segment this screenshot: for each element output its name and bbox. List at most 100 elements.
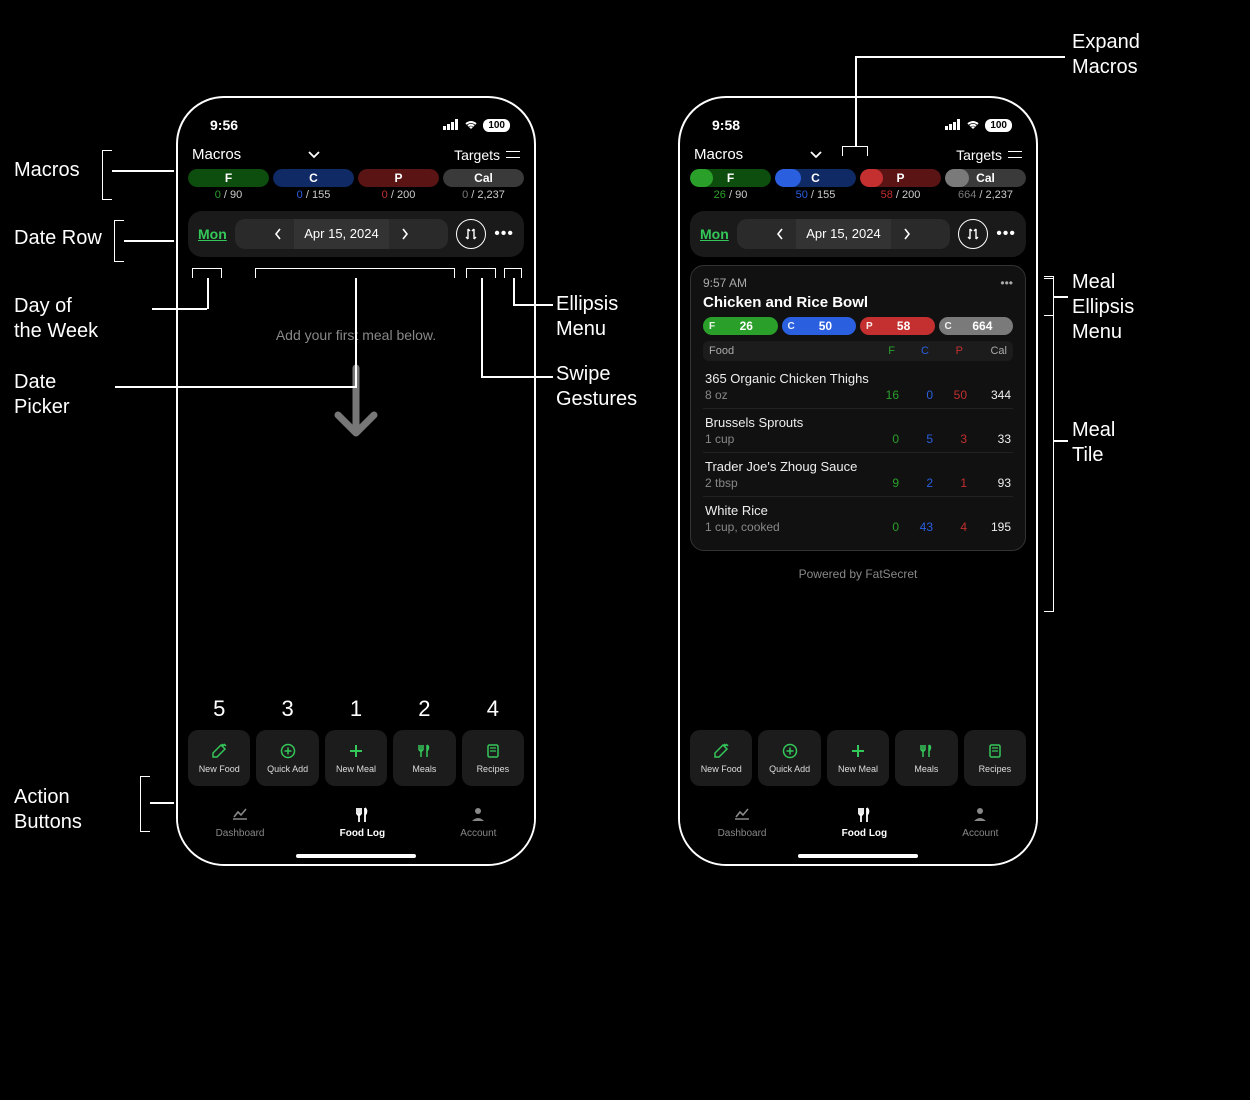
food-p: 4: [933, 520, 967, 534]
ellipsis-icon[interactable]: •••: [996, 225, 1016, 243]
action-quick-add[interactable]: Quick Add: [758, 730, 820, 786]
carrot-icon: [713, 742, 729, 760]
day-of-week[interactable]: Mon: [700, 226, 729, 242]
action-order-num: 2: [393, 696, 455, 722]
action-new-food[interactable]: New Food: [690, 730, 752, 786]
action-new-meal[interactable]: New Meal: [827, 730, 889, 786]
action-recipes[interactable]: Recipes: [964, 730, 1026, 786]
bracket-macros: [102, 150, 112, 200]
tab-account[interactable]: Account: [460, 806, 496, 839]
tab-label: Food Log: [340, 828, 386, 839]
macro-pill-p[interactable]: P: [358, 169, 439, 187]
chart-icon: [231, 806, 249, 826]
date-label[interactable]: Apr 15, 2024: [796, 219, 890, 249]
food-qty: 2 tbsp: [705, 476, 865, 490]
macro-pill-c[interactable]: C: [273, 169, 354, 187]
macro-pill-cal[interactable]: Cal: [945, 169, 1026, 187]
chevron-down-icon[interactable]: [307, 147, 321, 163]
ellipsis-icon[interactable]: •••: [494, 225, 514, 243]
date-next-button[interactable]: [891, 219, 923, 249]
action-label: New Food: [701, 764, 742, 774]
action-new-food[interactable]: New Food: [188, 730, 250, 786]
tab-label: Dashboard: [216, 828, 265, 839]
status-icons: 100: [945, 117, 1012, 133]
meal-pill-c: C664: [939, 317, 1014, 335]
tab-account[interactable]: Account: [962, 806, 998, 839]
phone-right-frame: 9:58 100 Macros Targets FCPCal 26 / 9050…: [678, 96, 1038, 866]
macro-value-f: 0 / 90: [188, 189, 269, 201]
date-next-button[interactable]: [389, 219, 421, 249]
action-label: Meals: [914, 764, 938, 774]
food-c: 43: [899, 520, 933, 534]
date-picker[interactable]: Apr 15, 2024: [737, 219, 950, 249]
bracket-date-picker: [255, 268, 455, 278]
food-row[interactable]: Brussels Sprouts1 cup05333: [703, 409, 1013, 453]
macro-pill-cal[interactable]: Cal: [443, 169, 524, 187]
food-f: 9: [865, 476, 899, 490]
tab-food-log[interactable]: Food Log: [340, 806, 386, 839]
lead-dow-v: [207, 278, 209, 309]
meal-ellipsis-icon[interactable]: •••: [1000, 276, 1013, 290]
tab-dashboard[interactable]: Dashboard: [718, 806, 767, 839]
col-f: F: [861, 345, 895, 357]
food-name: Brussels Sprouts: [705, 415, 1011, 430]
status-bar: 9:56 100: [178, 98, 534, 138]
food-cal: 33: [967, 432, 1011, 446]
bracket-ellipsis: [504, 268, 522, 278]
action-meals[interactable]: Meals: [393, 730, 455, 786]
tab-dashboard[interactable]: Dashboard: [216, 806, 265, 839]
action-new-meal[interactable]: New Meal: [325, 730, 387, 786]
meal-macro-pills: F26C50P58C664: [703, 317, 1013, 335]
tab-label: Account: [460, 828, 496, 839]
battery-badge: 100: [985, 119, 1012, 132]
lead-swipe-v: [481, 278, 483, 376]
meal-tile[interactable]: 9:57 AM ••• Chicken and Rice Bowl F26C50…: [690, 265, 1026, 551]
food-cal: 93: [967, 476, 1011, 490]
action-label: New Meal: [838, 764, 878, 774]
macro-value-f: 26 / 90: [690, 189, 771, 201]
macros-label: Macros: [694, 146, 743, 163]
food-f: 0: [865, 432, 899, 446]
macro-pill-f[interactable]: F: [690, 169, 771, 187]
day-of-week[interactable]: Mon: [198, 226, 227, 242]
date-picker[interactable]: Apr 15, 2024: [235, 219, 448, 249]
book-icon: [485, 742, 501, 760]
macro-pill-f[interactable]: F: [188, 169, 269, 187]
macro-pill-c[interactable]: C: [775, 169, 856, 187]
targets-label[interactable]: Targets: [956, 147, 1002, 163]
action-order-numbers: 53124: [188, 696, 524, 722]
macro-value-c: 0 / 155: [273, 189, 354, 201]
wifi-icon: [463, 117, 479, 133]
food-row[interactable]: Trader Joe's Zhoug Sauce2 tbsp92193: [703, 453, 1013, 497]
action-order-num: 4: [462, 696, 524, 722]
macro-pill-p[interactable]: P: [860, 169, 941, 187]
action-meals[interactable]: Meals: [895, 730, 957, 786]
col-p: P: [929, 345, 963, 357]
date-label[interactable]: Apr 15, 2024: [294, 219, 388, 249]
sliders-icon[interactable]: [506, 149, 520, 161]
chevron-down-icon[interactable]: [809, 147, 823, 163]
annot-meal-ellipsis: Meal Ellipsis Menu: [1072, 270, 1134, 345]
action-quick-add[interactable]: Quick Add: [256, 730, 318, 786]
date-prev-button[interactable]: [262, 219, 294, 249]
lead-dp-h: [115, 386, 355, 388]
meal-time: 9:57 AM: [703, 276, 747, 290]
tab-food-log[interactable]: Food Log: [842, 806, 888, 839]
person-icon: [470, 806, 486, 826]
action-label: New Food: [199, 764, 240, 774]
swipe-gestures-icon[interactable]: [958, 219, 988, 249]
macros-label: Macros: [192, 146, 241, 163]
food-row[interactable]: White Rice1 cup, cooked0434195: [703, 497, 1013, 540]
action-recipes[interactable]: Recipes: [462, 730, 524, 786]
macro-value-p: 0 / 200: [358, 189, 439, 201]
annot-ellipsis-menu: Ellipsis Menu: [556, 292, 618, 342]
plus-icon: [348, 742, 364, 760]
sliders-icon[interactable]: [1008, 149, 1022, 161]
targets-label[interactable]: Targets: [454, 147, 500, 163]
food-qty: 8 oz: [705, 388, 865, 402]
food-row[interactable]: 365 Organic Chicken Thighs8 oz16050344: [703, 365, 1013, 409]
date-prev-button[interactable]: [764, 219, 796, 249]
swipe-gestures-icon[interactable]: [456, 219, 486, 249]
food-name: White Rice: [705, 503, 1011, 518]
annot-meal-tile: Meal Tile: [1072, 418, 1115, 468]
